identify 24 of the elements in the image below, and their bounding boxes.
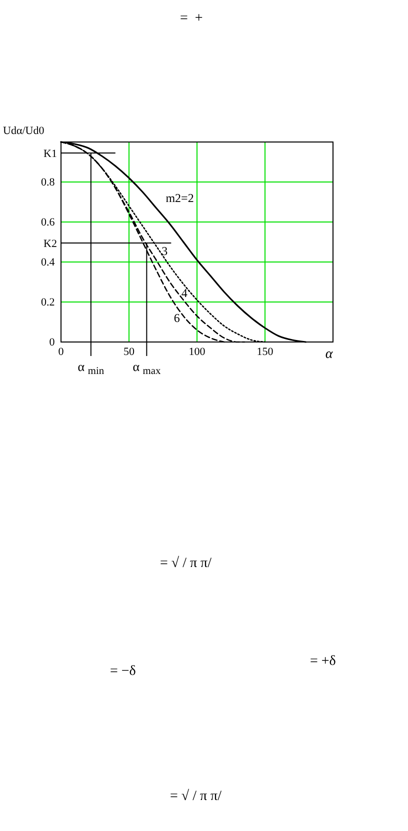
text: = −δ — [110, 664, 136, 679]
text: = + — [180, 11, 203, 26]
ref-line-label: α $_{min}$ — [78, 359, 105, 377]
series-label: m2=2 — [166, 191, 194, 206]
x-tick-label: 150 — [256, 346, 274, 358]
ref-line-label: K1 — [44, 148, 57, 160]
x-axis-title: α — [325, 347, 334, 362]
x-tick-label: 50 — [124, 346, 135, 358]
series-label: 3 — [162, 244, 168, 258]
x-tick-label: 0 — [58, 346, 64, 358]
ref-line-label: K2 — [44, 238, 57, 250]
y-axis-title: Udα/Ud0 — [3, 125, 45, 137]
y-tick-label: 0 — [49, 336, 56, 349]
y-tick-label: 0.2 — [40, 296, 55, 309]
series-label: 6 — [174, 311, 180, 326]
y-tick-label: 0.8 — [40, 176, 56, 189]
x-tick-label: 100 — [188, 346, 206, 358]
y-tick-label: 0.4 — [40, 256, 56, 269]
series-label: 4 — [181, 286, 188, 300]
text: = √ / π π/ — [170, 788, 222, 804]
ref-line-label: α $_{max}$ — [132, 359, 162, 377]
y-tick-label: 0.6 — [40, 216, 56, 229]
text: = √ / π π/ — [160, 555, 212, 571]
text: = +δ — [310, 654, 336, 669]
